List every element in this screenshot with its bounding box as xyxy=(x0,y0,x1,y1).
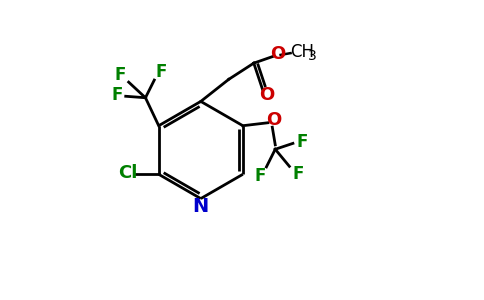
Text: F: F xyxy=(292,165,304,183)
Text: CH: CH xyxy=(290,43,314,61)
Text: O: O xyxy=(259,86,274,104)
Text: F: F xyxy=(111,86,122,104)
Text: 3: 3 xyxy=(308,49,317,63)
Text: N: N xyxy=(193,197,209,216)
Text: Cl: Cl xyxy=(118,164,137,182)
Text: O: O xyxy=(266,111,281,129)
Text: O: O xyxy=(270,45,285,63)
Text: F: F xyxy=(114,66,125,84)
Text: F: F xyxy=(254,167,266,185)
Text: F: F xyxy=(155,63,166,81)
Text: F: F xyxy=(296,133,307,151)
